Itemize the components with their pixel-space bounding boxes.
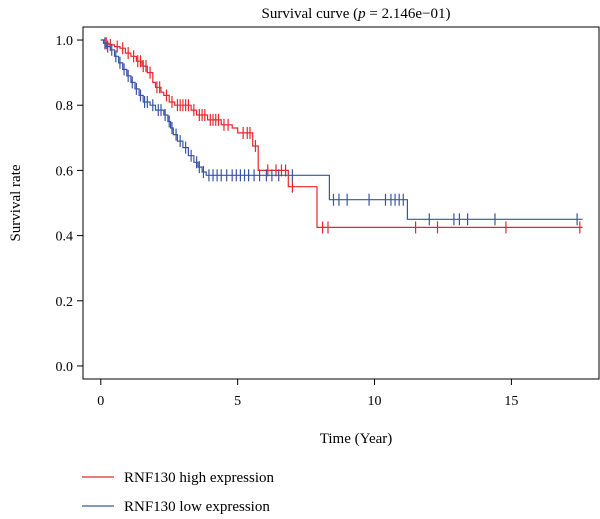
series-layer	[100, 37, 583, 234]
legend-label-high: RNF130 high expression	[124, 470, 275, 486]
chart-title: Survival curve (p = 2.146e−01)	[262, 6, 451, 22]
chart-title-prefix: Survival curve (	[262, 6, 359, 22]
plot-area-frame	[82, 26, 600, 380]
legend: RNF130 high expression RNF130 low expres…	[82, 470, 275, 515]
series-high	[100, 37, 583, 234]
y-tick-label: 0.2	[56, 295, 74, 310]
y-axis: 0.0 0.2 0.4 0.6 0.8 1.0	[56, 34, 84, 375]
y-tick-label: 0.8	[56, 99, 74, 114]
y-tick-label: 0.0	[56, 360, 74, 375]
legend-label-low: RNF130 low expression	[124, 499, 270, 515]
x-axis-title: Time (Year)	[320, 431, 393, 447]
y-axis-title: Survival rate	[8, 164, 24, 241]
y-tick-label: 0.6	[56, 164, 74, 179]
y-tick-label: 1.0	[56, 34, 74, 49]
x-tick-label: 15	[504, 394, 518, 409]
chart-title-suffix: = 2.146e−01)	[366, 6, 451, 22]
x-axis: 0 5 10 15	[97, 378, 518, 409]
x-tick-label: 5	[234, 394, 241, 409]
x-tick-label: 0	[97, 394, 104, 409]
series-low	[100, 37, 583, 226]
survival-line-low	[100, 39, 583, 220]
x-tick-label: 10	[368, 394, 382, 409]
chart-title-p: p	[357, 6, 366, 22]
y-tick-label: 0.4	[56, 230, 74, 245]
